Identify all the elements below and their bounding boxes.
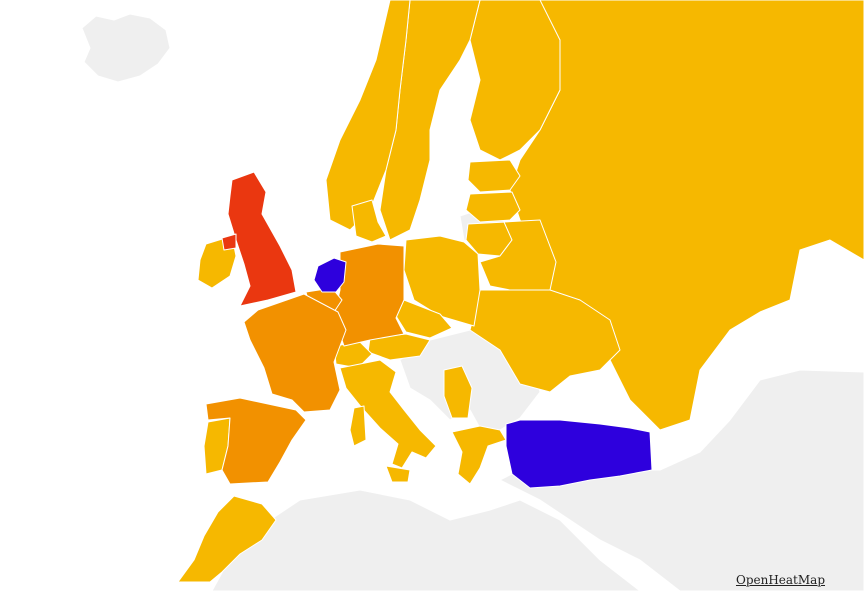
- region-spain[interactable]: [205, 397, 307, 485]
- region-iceland[interactable]: [81, 13, 171, 83]
- region-italy[interactable]: [339, 359, 437, 469]
- region-belarus[interactable]: [479, 219, 557, 293]
- region-morocco[interactable]: [177, 495, 277, 583]
- region-denmark[interactable]: [351, 199, 387, 243]
- region-north-africa[interactable]: [211, 489, 641, 591]
- region-latvia[interactable]: [465, 191, 521, 223]
- region-poland[interactable]: [403, 235, 481, 327]
- region-united-kingdom[interactable]: [227, 171, 297, 307]
- region-sardinia[interactable]: [349, 405, 367, 447]
- region-france[interactable]: [243, 293, 347, 413]
- region-turkey[interactable]: [505, 419, 653, 489]
- region-serbia[interactable]: [443, 365, 473, 419]
- openheatmap-attribution-link[interactable]: OpenHeatMap: [735, 573, 825, 587]
- region-northern-ireland[interactable]: [221, 233, 237, 251]
- region-finland[interactable]: [469, 0, 561, 161]
- region-netherlands[interactable]: [313, 257, 347, 293]
- region-greece[interactable]: [451, 425, 507, 485]
- region-sicily[interactable]: [385, 465, 411, 483]
- region-ukraine[interactable]: [469, 289, 621, 393]
- region-estonia[interactable]: [467, 159, 521, 193]
